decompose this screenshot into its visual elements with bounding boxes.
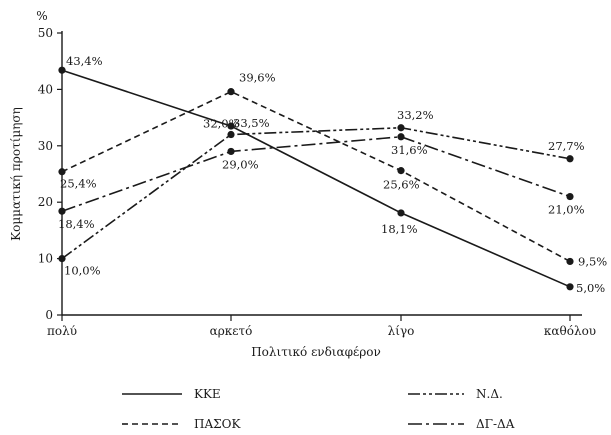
data-point [397, 133, 405, 141]
data-point [58, 66, 66, 74]
data-label: 25,6% [383, 178, 420, 192]
data-point [227, 88, 235, 96]
legend-item: Ν.Δ. [408, 387, 503, 401]
series-line [61, 90, 571, 263]
data-label: 29,0% [222, 157, 259, 171]
data-label: 21,0% [548, 203, 585, 217]
series-2: 25,4% 39,6% 25,6% 9,5% [58, 71, 607, 268]
data-label: 25,4% [60, 177, 97, 191]
data-point [566, 155, 574, 163]
data-label: 18,1% [381, 222, 418, 236]
x-tick-label: καθόλου [544, 324, 596, 338]
x-tick-label: αρκετό [210, 324, 253, 338]
legend-item: ΠΑΣΟΚ [122, 417, 241, 431]
y-axis-title: Κομματική προτίμηση [9, 107, 23, 241]
data-label: 10,0% [64, 264, 101, 278]
legend-label: Ν.Δ. [476, 387, 503, 401]
series-line [61, 135, 571, 212]
series-1: 43,4% 33,5% 18,1% 5,0% [58, 54, 605, 295]
data-label: 33,5% [233, 116, 270, 130]
y-axis-unit: % [36, 9, 47, 23]
series-line [61, 69, 571, 288]
data-label: 9,5% [578, 254, 607, 268]
data-point [566, 192, 574, 201]
data-label: 27,7% [548, 139, 585, 153]
data-point [566, 257, 574, 266]
data-point [227, 147, 235, 156]
legend-label: ΠΑΣΟΚ [194, 417, 241, 431]
data-point [58, 168, 66, 176]
data-point [58, 255, 66, 263]
y-axis: % 0 10 20 30 40 50 Κομματική προτίμηση [9, 9, 63, 322]
data-point [397, 209, 405, 217]
series-4: 18,4% 29,0% 31,6% 21,0% [58, 133, 585, 231]
legend-label: ΔΓ-ΔΑ [476, 417, 515, 431]
data-point [58, 207, 66, 215]
legend: ΚΚΕ ΠΑΣΟΚ Ν.Δ. ΔΓ-ΔΑ [122, 387, 515, 431]
y-tick-label: 50 [38, 26, 53, 40]
data-point [227, 122, 235, 130]
y-ticks: 0 10 20 30 40 50 [38, 26, 62, 322]
series-line [61, 126, 571, 260]
data-label: 39,6% [239, 71, 276, 85]
x-axis-title: Πολιτικό ενδιαφέρον [251, 345, 381, 359]
data-label: 31,6% [391, 143, 428, 157]
x-axis: πολύ αρκετό λίγο καθόλου Πολιτικό ενδιαφέρο… [47, 314, 596, 359]
y-tick-label: 30 [38, 139, 53, 153]
legend-label: ΚΚΕ [194, 387, 221, 401]
data-label: 5,0% [576, 281, 605, 295]
data-point [227, 130, 235, 139]
data-label: 32,0% [203, 117, 240, 131]
y-tick-label: 10 [38, 252, 53, 266]
data-label: 18,4% [58, 217, 95, 231]
data-label: 43,4% [66, 54, 103, 68]
data-point [397, 124, 405, 132]
x-tick-label: πολύ [47, 324, 77, 338]
data-point [566, 283, 574, 291]
x-ticks: πολύ αρκετό λίγο καθόλου [47, 315, 596, 338]
legend-item: ΔΓ-ΔΑ [408, 417, 515, 431]
x-tick-label: λίγο [388, 324, 415, 338]
y-tick-label: 40 [38, 82, 53, 96]
series-layer: 43,4%33,5%18,1%5,0%25,4%39,6%25,6%9,5%10… [58, 54, 607, 295]
data-label: 33,2% [397, 108, 434, 122]
data-point [397, 167, 405, 175]
series-3: 10,0% 32,0% 33,2% 27,7% [58, 108, 585, 278]
legend-item: ΚΚΕ [122, 387, 221, 401]
y-tick-label: 0 [45, 308, 53, 322]
y-tick-label: 20 [38, 195, 53, 209]
